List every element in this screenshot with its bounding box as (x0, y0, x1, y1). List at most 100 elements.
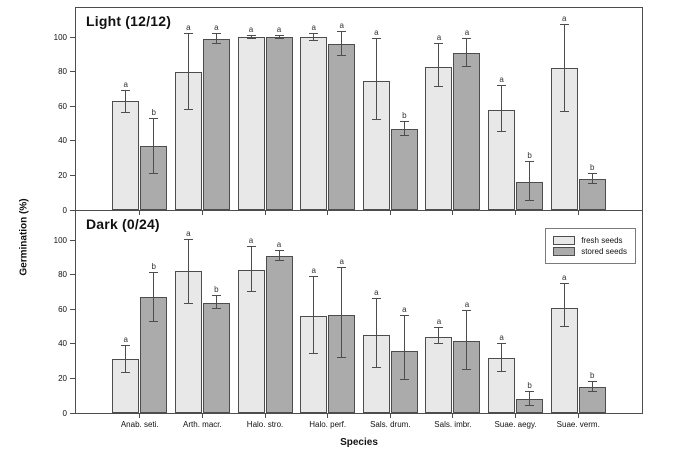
error-bar (215, 295, 217, 310)
error-bar-cap (525, 405, 535, 407)
x-axis-category-labels: Anab. seti. Arth. macr. Halo. stro. Halo. p… (76, 420, 642, 432)
error-bar (375, 299, 377, 369)
error-bar-cap (434, 342, 444, 344)
error-bar (341, 268, 343, 358)
error-bar-cap (559, 282, 569, 284)
error-bar-cap (183, 32, 193, 34)
error-bar-cap (246, 291, 256, 293)
error-bar (501, 343, 503, 372)
significance-letter: b (590, 370, 595, 380)
legend-row-fresh: fresh seeds (553, 236, 627, 245)
significance-letter: a (374, 28, 379, 38)
error-bar-cap (149, 272, 159, 274)
significance-letter: a (186, 229, 191, 239)
error-bar-cap (274, 38, 284, 40)
bar-fresh-seeds (425, 66, 453, 210)
significance-letter: a (562, 272, 567, 282)
x-tick (577, 211, 579, 215)
bar-stored-seeds (453, 52, 481, 210)
y-tick (70, 105, 75, 107)
error-bar (250, 247, 252, 293)
panel-light-title: Light (12/12) (86, 13, 172, 29)
significance-letter: a (499, 74, 504, 84)
error-bar-cap (246, 34, 256, 36)
y-tick-label: 40 (58, 136, 67, 146)
x-tick (139, 211, 141, 215)
error-bar-cap (121, 344, 131, 346)
stored-seeds-swatch (553, 247, 576, 256)
x-tick (389, 211, 391, 215)
error-bar (438, 44, 440, 88)
error-bar (529, 161, 531, 202)
significance-letter: b (527, 381, 532, 391)
y-tick-label: 60 (58, 101, 67, 111)
species-label: Sals. imbr. (434, 420, 472, 429)
y-tick-label: 60 (58, 304, 67, 314)
panel-dark: Dark (0/24) fresh seeds stored seeds 0 20… (54, 210, 643, 418)
x-tick (515, 414, 517, 418)
y-tick-label: 100 (53, 235, 67, 245)
y-tick (70, 274, 75, 276)
significance-letter: b (214, 284, 219, 294)
y-tick-label: 20 (58, 373, 67, 383)
y-tick-label: 0 (62, 408, 67, 418)
error-bar (341, 32, 343, 57)
error-bar-cap (587, 172, 597, 174)
error-bar-cap (337, 356, 347, 358)
error-bar-cap (399, 134, 409, 136)
error-bar-cap (559, 24, 569, 26)
error-bar-cap (183, 239, 193, 241)
y-axis-title: Germination (%) (18, 198, 30, 276)
error-bar (563, 25, 565, 112)
y-tick-label: 40 (58, 339, 67, 349)
error-bar-cap (274, 34, 284, 36)
significance-letter: a (464, 28, 470, 38)
bar-stored-seeds (140, 146, 168, 210)
error-bar-cap (309, 39, 319, 41)
y-tick (70, 239, 75, 241)
significance-letter: b (151, 107, 156, 117)
fresh-seeds-swatch (553, 236, 576, 245)
species-label: Sals. drum. (370, 420, 411, 429)
significance-letter: a (123, 334, 128, 344)
error-bar-cap (399, 379, 409, 381)
error-bar-cap (587, 391, 597, 393)
error-bar-cap (497, 342, 507, 344)
stored-seeds-label: stored seeds (581, 247, 627, 256)
significance-letter: a (339, 21, 344, 31)
error-bar-cap (399, 120, 409, 122)
error-bar-cap (211, 32, 221, 34)
significance-letter: a (311, 22, 316, 32)
legend: fresh seeds stored seeds (545, 228, 636, 264)
significance-letter: a (436, 317, 442, 327)
error-bar (125, 345, 127, 374)
y-tick-label: 0 (62, 205, 67, 215)
error-bar-cap (274, 260, 284, 262)
error-bar-cap (497, 84, 507, 86)
y-tick (70, 174, 75, 176)
error-bar-cap (525, 200, 535, 202)
error-bar-cap (399, 315, 409, 317)
error-bar-cap (371, 38, 381, 40)
error-bar-cap (121, 89, 131, 91)
error-bar (563, 283, 565, 327)
error-bar-cap (274, 249, 284, 251)
significance-letter: a (123, 79, 128, 89)
panel-light: Light (12/12) 0 20 40 60 80 100 a b a a a a a a a b a a a b… (54, 7, 643, 215)
error-bar (529, 392, 531, 407)
error-bar-cap (183, 303, 193, 305)
error-bar (153, 273, 155, 322)
error-bar-cap (559, 110, 569, 112)
bar-stored-seeds (202, 39, 230, 210)
y-tick (70, 140, 75, 142)
error-bar-cap (309, 32, 319, 34)
error-bar-cap (587, 183, 597, 185)
x-tick (139, 414, 141, 418)
bar-fresh-seeds (237, 269, 265, 413)
plot-area: Light (12/12) 0 20 40 60 80 100 a b a a a a a a a b a a a b… (54, 7, 643, 418)
error-bar-cap (183, 108, 193, 110)
error-bar (187, 33, 189, 110)
significance-letter: a (248, 236, 254, 246)
species-label: Suae. verm. (556, 420, 600, 429)
